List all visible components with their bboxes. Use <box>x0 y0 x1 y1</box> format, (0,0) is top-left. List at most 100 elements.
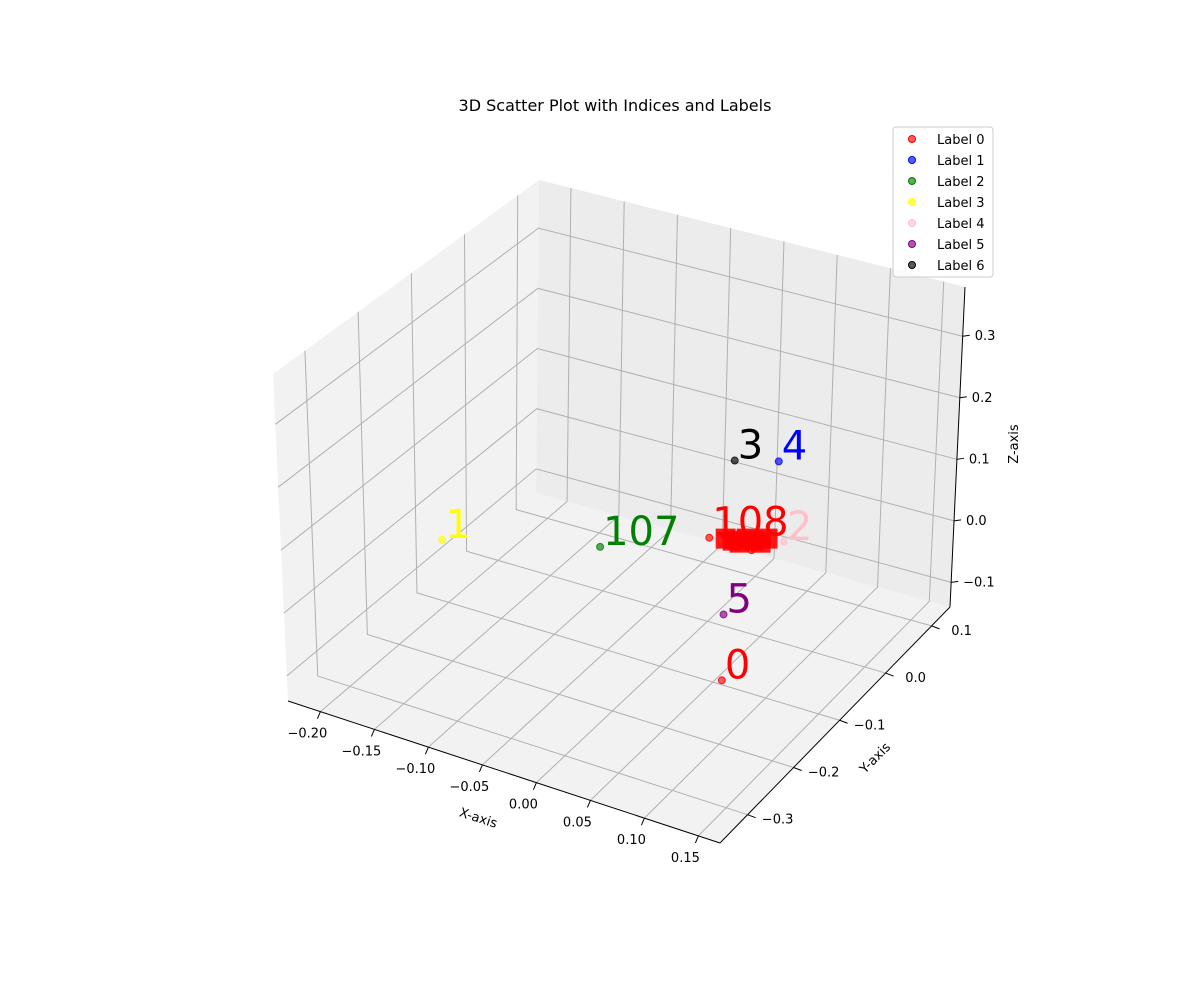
cluster-index-label: ■ <box>748 527 773 557</box>
point-index-label: 108 <box>712 500 788 546</box>
x-gridline <box>428 214 678 748</box>
z-tick-label: 0.0 <box>966 514 987 529</box>
data-point <box>741 538 750 547</box>
y-gridline <box>515 195 932 627</box>
x-gridline <box>320 188 572 713</box>
cluster-index-label: ■ <box>755 523 780 553</box>
x-tick-mark <box>640 817 645 826</box>
y-tick-mark <box>931 625 940 630</box>
x-axis-line <box>287 700 721 844</box>
x-tick-label: 0.10 <box>617 833 646 848</box>
z-gridline <box>280 347 958 551</box>
x-tick-label: 0.15 <box>671 851 700 866</box>
z-tick-mark <box>953 519 962 522</box>
y-tick-label: −0.2 <box>808 765 840 780</box>
data-point <box>730 456 739 465</box>
x-tick-mark <box>532 782 537 790</box>
data-point <box>774 457 783 466</box>
z-gridline <box>277 287 960 488</box>
x-tick-mark <box>316 711 321 719</box>
legend-entry: Label 3 <box>937 196 984 211</box>
z-tick-label: 0.3 <box>975 329 996 344</box>
y-tick-label: 0.1 <box>951 624 972 639</box>
legend-marker <box>908 240 916 248</box>
legend-marker <box>908 261 916 269</box>
legend-entry: Label 4 <box>937 217 984 232</box>
z-tick-mark <box>959 396 967 399</box>
cluster-index-label: ■ <box>720 525 745 555</box>
x-tick-label: −0.10 <box>395 762 435 777</box>
x-gridline <box>482 228 732 766</box>
z-tick-label: −0.1 <box>963 575 995 590</box>
y-gridline <box>357 311 794 768</box>
data-point <box>705 533 714 542</box>
x-tick-mark <box>370 729 375 737</box>
left-pane <box>273 180 539 701</box>
y-gridline <box>304 350 748 816</box>
x-gridline <box>590 254 838 801</box>
y-axis-title: Y-axis <box>856 740 894 778</box>
point-index-label: 5 <box>727 576 752 622</box>
data-point <box>779 537 788 546</box>
point-index-label: 107 <box>603 509 679 555</box>
floor-pane <box>288 493 950 843</box>
x-gridline <box>698 281 945 837</box>
y-tick-label: −0.3 <box>762 813 794 828</box>
y-gridline <box>410 273 840 721</box>
x-tick-label: −0.20 <box>287 727 327 742</box>
legend-box <box>892 126 994 278</box>
x-tick-mark <box>694 835 699 844</box>
legend-marker <box>908 219 916 227</box>
chart-title: 3D Scatter Plot with Indices and Labels <box>459 96 772 115</box>
legend-marker <box>908 135 916 143</box>
z-gridline <box>286 468 952 677</box>
legend-marker <box>908 198 916 206</box>
back-pane <box>536 180 965 607</box>
point-index-label: 1 <box>445 502 470 548</box>
legend-entry: Label 2 <box>937 175 984 190</box>
x-tick-label: 0.05 <box>563 815 592 830</box>
legend-marker <box>908 177 916 185</box>
y-gridline <box>464 234 886 674</box>
data-point <box>719 610 728 619</box>
z-tick-mark <box>951 580 959 583</box>
cluster-index-label: ■ <box>734 523 759 553</box>
x-tick-mark <box>424 746 429 755</box>
z-axis-line <box>949 286 966 608</box>
y-tick-mark <box>747 814 756 819</box>
grid-lines <box>275 188 963 837</box>
x-tick-label: −0.05 <box>449 780 489 795</box>
cluster-index-label: ■ <box>741 525 766 555</box>
y-tick-label: −0.1 <box>854 718 886 733</box>
z-gridline <box>275 227 963 425</box>
x-tick-label: 0.00 <box>509 798 538 813</box>
cluster-index-label: ■ <box>713 523 738 553</box>
y-tick-label: 0.0 <box>905 671 926 686</box>
x-gridline <box>536 241 785 784</box>
x-gridline <box>644 268 891 819</box>
legend-marker <box>908 156 916 164</box>
legend-entry: Label 5 <box>937 238 984 253</box>
z-tick-mark <box>956 457 964 460</box>
point-index-label: 2 <box>787 504 812 550</box>
y-tick-mark <box>839 719 848 724</box>
data-point <box>596 542 605 551</box>
legend-entry: Label 6 <box>937 259 984 274</box>
legend: Label 0 Label 1 Label 2 Label 3 Label 4 Label… <box>892 126 994 278</box>
x-tick-mark <box>586 800 591 808</box>
z-tick-mark <box>962 334 970 337</box>
legend-entry: Label 0 <box>937 133 984 148</box>
z-tick-label: 0.2 <box>972 391 993 406</box>
z-gridline <box>283 408 955 614</box>
x-gridline <box>374 201 625 730</box>
data-point <box>717 676 726 685</box>
legend-entry: Label 1 <box>937 154 984 169</box>
x-tick-label: −0.15 <box>341 744 381 759</box>
z-axis-title: Z-axis <box>1007 424 1022 464</box>
data-point <box>763 538 772 547</box>
data-point <box>726 533 735 542</box>
data-point <box>747 546 756 555</box>
